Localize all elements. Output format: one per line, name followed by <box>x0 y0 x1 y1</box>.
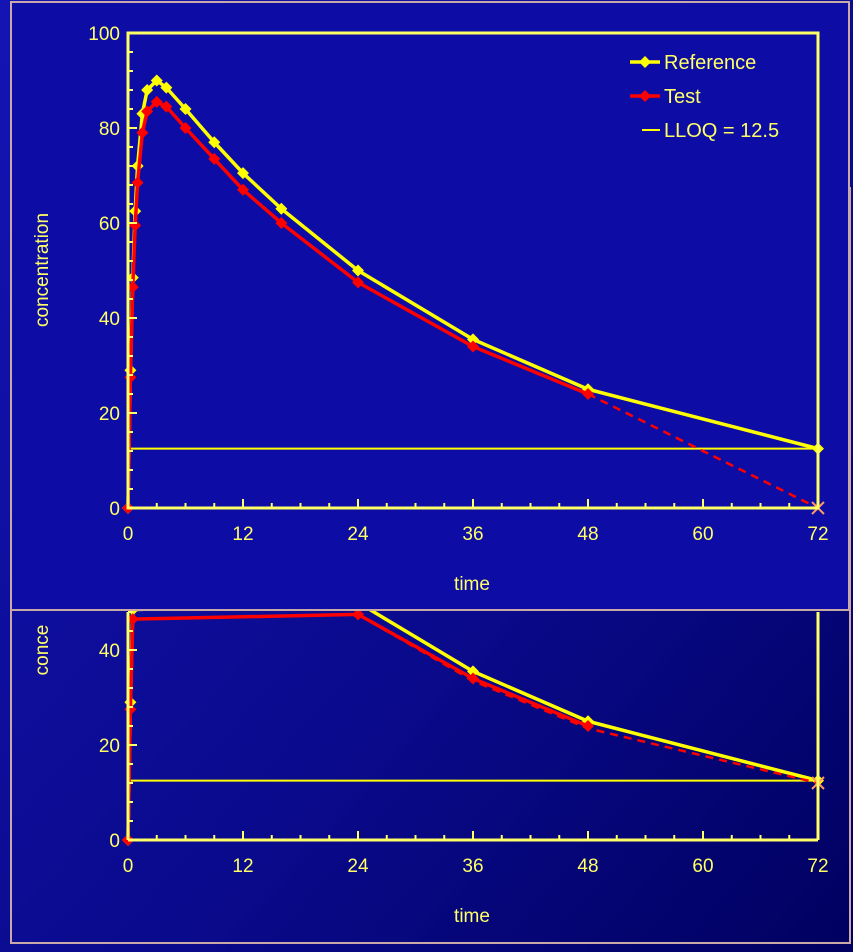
legend-marker <box>639 56 651 68</box>
data-point-reference <box>160 81 173 94</box>
y-tick-label: 40 <box>99 309 120 330</box>
x-tick-label: 24 <box>347 856 369 877</box>
data-point-test <box>467 340 479 353</box>
series-line-test <box>126 612 589 841</box>
series-line-reference <box>126 602 819 841</box>
x-tick-label: 60 <box>692 856 713 877</box>
front-chart-panel: concentration time 0 12 24 36 48 60 72 0 20 40 60 8… <box>10 1 850 611</box>
data-point-test <box>352 276 364 289</box>
data-point-reference <box>208 136 221 149</box>
data-point-test <box>208 152 221 165</box>
x-tick-label: 12 <box>232 856 253 877</box>
series-line-test <box>126 100 589 509</box>
data-point-reference <box>237 167 249 180</box>
series-line-test-extrapolated <box>357 613 819 785</box>
y-tick-label: 60 <box>99 214 120 235</box>
front-tick-labels: 0 12 24 36 48 60 72 0 20 40 60 80 100 <box>88 24 828 545</box>
back-y-axis-label: conce <box>32 625 53 676</box>
x-tick-label: 36 <box>462 524 483 545</box>
data-point-test <box>467 672 479 685</box>
legend-label: LLOQ = 12.5 <box>664 120 779 142</box>
legend: Reference Test LLOQ = 12.5 <box>630 52 779 142</box>
y-tick-label: 0 <box>109 831 120 852</box>
data-point-test <box>124 703 137 716</box>
legend-label: Test <box>664 86 701 108</box>
data-point-reference <box>467 333 479 346</box>
y-tick-label: 80 <box>99 119 120 140</box>
x-tick-label: 12 <box>232 524 253 545</box>
x-tick-label: 0 <box>123 856 134 877</box>
x-tick-label: 0 <box>123 524 134 545</box>
y-tick-label: 20 <box>99 736 120 757</box>
series-line-test-extrapolated <box>587 392 819 510</box>
y-tick-label: 100 <box>88 24 120 45</box>
data-point-reference <box>179 103 192 115</box>
data-point-reference <box>275 202 288 215</box>
data-point-reference <box>352 264 364 277</box>
data-point-test <box>275 217 288 229</box>
data-point-test <box>582 720 594 732</box>
front-panel-border <box>10 1 850 611</box>
x-tick-label: 48 <box>577 856 598 877</box>
x-tick-label: 24 <box>347 524 369 545</box>
data-point-reference <box>150 74 163 87</box>
x-tick-label: 60 <box>692 524 713 545</box>
data-point-test <box>141 105 154 118</box>
legend-item: LLOQ = 12.5 <box>642 120 779 142</box>
x-tick-label: 72 <box>807 524 828 545</box>
y-tick-label: 40 <box>99 641 120 662</box>
data-point-test <box>126 281 139 294</box>
front-y-axis-label: concentration <box>32 213 53 327</box>
data-point-test <box>160 100 173 113</box>
y-tick-label: 0 <box>109 499 120 520</box>
front-x-axis-label: time <box>454 574 490 595</box>
front-axes-group <box>126 31 820 510</box>
legend-item: Reference <box>630 52 756 74</box>
back-axes-group <box>126 611 820 842</box>
data-point-test <box>237 183 249 196</box>
legend-item: Test <box>630 86 701 108</box>
x-tick-label: 72 <box>807 856 828 877</box>
x-tick-label: 36 <box>462 856 483 877</box>
data-point-test <box>131 176 144 189</box>
x-tick-label: 48 <box>577 524 598 545</box>
back-x-axis-label: time <box>454 906 490 927</box>
data-point-reference <box>141 84 154 96</box>
legend-label: Reference <box>664 52 756 74</box>
y-tick-label: 20 <box>99 404 120 425</box>
back-tick-labels: 0 12 24 36 48 60 72 0 20 40 <box>99 641 829 877</box>
data-point-test <box>126 613 139 626</box>
data-point-test <box>179 122 192 134</box>
data-point-test <box>136 126 149 139</box>
legend-marker <box>639 90 651 102</box>
data-point-test <box>150 95 163 108</box>
data-point-reference <box>467 665 479 678</box>
back-series-group <box>122 602 825 846</box>
